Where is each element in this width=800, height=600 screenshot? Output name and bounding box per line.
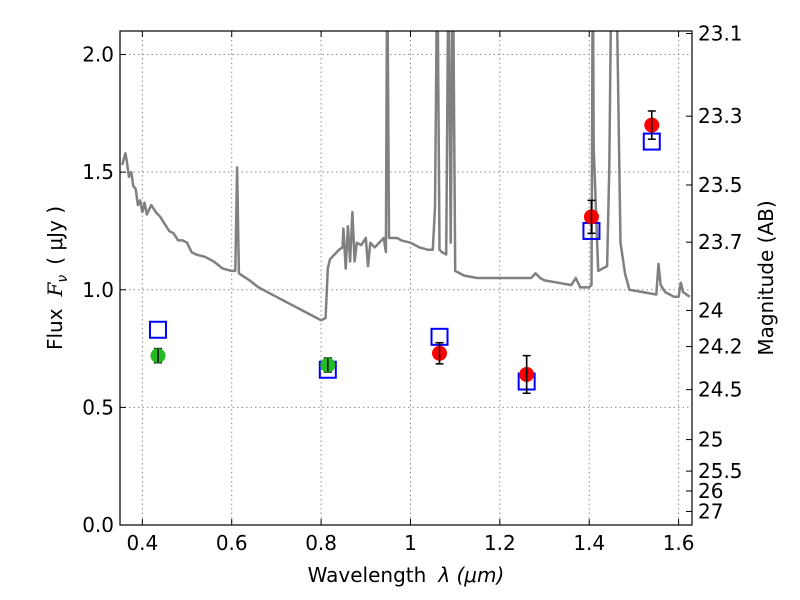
x-axis-label: Wavelength λ (μm) [308, 563, 505, 587]
mag-tick-label: 23.1 [698, 22, 743, 46]
axis-ticks: 0.4 0.6 0.8 1 1.2 1.4 1.6 0.0 0.5 1.0 1.5 2.0 23.1 23… [82, 22, 742, 555]
mag-tick-label: 23.3 [698, 104, 743, 128]
mag-tick-label: 23.5 [698, 173, 743, 197]
grid-lines [120, 31, 692, 526]
mag-tick-label: 23.7 [698, 230, 743, 254]
axes-frame [119, 30, 693, 526]
x-tick-label: 1.2 [484, 531, 516, 555]
model-square-marker [148, 320, 167, 339]
plot-area [120, 31, 691, 395]
y-tick-label: 1.5 [82, 160, 114, 184]
mag-tick-label: 26 [698, 479, 723, 503]
x-tick-label: 0.4 [126, 531, 158, 555]
mag-tick-label: 24.5 [698, 378, 743, 402]
mag-tick-label: 24 [698, 298, 723, 322]
x-tick-label: 1.4 [573, 531, 605, 555]
x-tick-label: 0.8 [305, 531, 337, 555]
mag-tick-label: 25.5 [698, 459, 743, 483]
y2-axis-label: Magnitude (AB) [754, 200, 778, 355]
y-tick-label: 0.5 [82, 395, 114, 419]
y-tick-label: 2.0 [82, 43, 114, 67]
mag-tick-label: 25 [698, 428, 723, 452]
y-tick-label: 0.0 [82, 513, 114, 537]
mag-tick-label: 27 [698, 499, 723, 523]
y-axis-label: FluxFν( μJy ) [43, 206, 71, 350]
x-tick-label: 0.6 [216, 531, 248, 555]
template-spectrum-line [120, 31, 691, 322]
y-tick-label: 1.0 [82, 278, 114, 302]
x-tick-label: 1.6 [663, 531, 695, 555]
mag-tick-label: 24.2 [698, 335, 743, 359]
x-tick-label: 1 [404, 531, 417, 555]
